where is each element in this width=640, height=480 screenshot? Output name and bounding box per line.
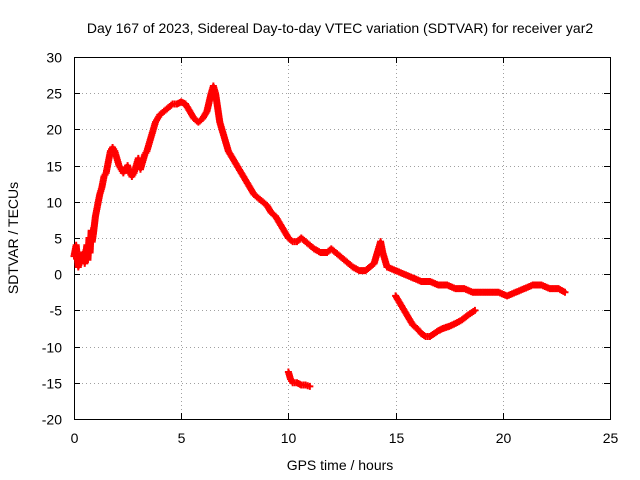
x-axis-label: GPS time / hours [287,457,394,473]
x-tick-label: 10 [281,430,297,446]
y-tick-label: 20 [46,122,62,138]
data-marks [70,82,569,390]
y-tick-label: -10 [42,340,62,356]
y-tick-label: 30 [46,50,62,66]
series-isolated [284,368,314,390]
y-axis-label: SDTVAR / TECUs [5,182,21,294]
y-tick-label: -5 [50,303,63,319]
series-main [70,82,569,300]
y-tick-label: -20 [42,412,62,428]
y-tick-label: 5 [54,231,62,247]
tick-labels: 0 5 10 15 20 25 -20 -15 -10 -5 0 5 10 15 20 25 30 [42,50,619,447]
data-point [471,306,479,314]
series-lower-arc [392,292,479,340]
chart-title: Day 167 of 2023, Sidereal Day-to-day VTE… [87,20,593,36]
y-tick-label: -15 [42,376,62,392]
x-tick-label: 5 [178,430,186,446]
y-tick-label: 15 [46,159,62,175]
x-tick-label: 25 [603,430,619,446]
x-tick-label: 15 [389,430,405,446]
data-point [306,382,314,390]
axis-ticks [74,57,611,420]
y-tick-label: 10 [46,195,62,211]
y-tick-label: 25 [46,86,62,102]
y-tick-label: 0 [54,267,62,283]
x-tick-label: 0 [71,430,79,446]
x-tick-label: 20 [496,430,512,446]
grid-lines [74,57,610,419]
data-point [561,288,569,296]
